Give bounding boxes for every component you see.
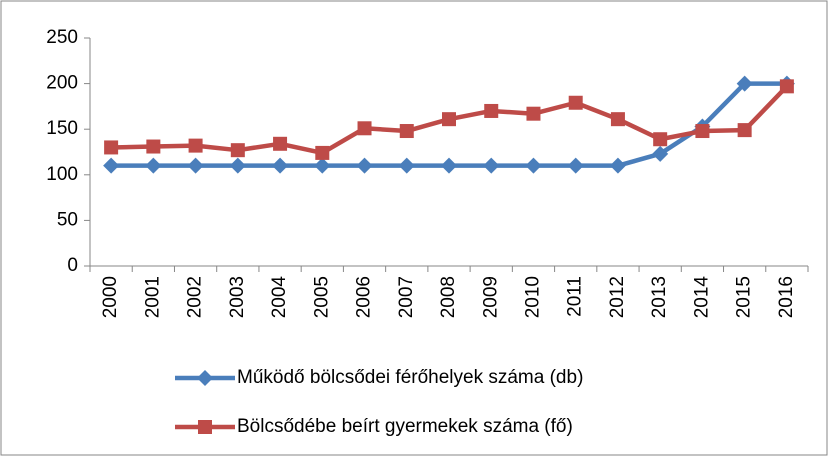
y-tick-label: 200	[46, 73, 78, 94]
data-point	[398, 157, 415, 174]
data-point	[525, 157, 542, 174]
data-point	[145, 157, 162, 174]
x-tick-label: 2014	[691, 276, 712, 319]
x-tick-label: 2001	[142, 276, 163, 318]
data-point	[229, 157, 246, 174]
x-tick-label: 2005	[311, 276, 332, 318]
x-tick-label: 2011	[565, 276, 586, 317]
data-point	[104, 140, 119, 155]
x-tick-label: 2007	[396, 276, 417, 318]
legend-label: Bölcsődébe beírt gyermekek száma (fő)	[237, 416, 573, 437]
data-point	[652, 145, 669, 162]
y-tick-label: 100	[46, 164, 78, 185]
data-point	[526, 106, 541, 121]
x-tick-label: 2016	[776, 276, 797, 318]
data-point	[272, 157, 289, 174]
data-point	[356, 157, 373, 174]
y-tick-label: 50	[57, 209, 78, 230]
x-tick-label: 2003	[227, 276, 248, 318]
data-point	[483, 157, 500, 174]
data-point	[314, 157, 331, 174]
data-point	[357, 121, 372, 136]
x-tick-label: 2009	[480, 276, 501, 318]
data-point	[441, 157, 457, 174]
data-point	[736, 75, 753, 92]
data-point	[187, 157, 204, 174]
x-tick-label: 2010	[522, 276, 543, 318]
data-point	[442, 112, 456, 127]
data-point	[484, 103, 499, 118]
data-point	[610, 112, 625, 127]
data-point	[103, 157, 120, 174]
x-tick-label: 2006	[354, 276, 375, 318]
legend-marker	[197, 370, 213, 386]
y-tick-label: 150	[46, 118, 78, 139]
data-point	[695, 124, 710, 139]
x-tick-label: 2000	[100, 276, 121, 318]
y-tick-label: 250	[46, 27, 78, 48]
y-tick-label: 0	[67, 255, 78, 276]
legend-label: Működő bölcsődei férőhelyek száma (db)	[237, 367, 583, 388]
data-point	[315, 145, 330, 160]
data-point	[779, 79, 794, 94]
data-point	[273, 136, 288, 151]
x-tick-label: 2004	[269, 276, 290, 319]
x-tick-label: 2002	[185, 276, 206, 318]
data-point	[568, 95, 583, 110]
data-point	[146, 139, 161, 154]
data-point	[399, 124, 414, 139]
data-point	[609, 157, 626, 174]
x-tick-label: 2008	[438, 276, 459, 318]
data-point	[230, 143, 245, 158]
x-tick-label: 2013	[649, 276, 670, 318]
x-tick-label: 2012	[607, 276, 628, 318]
x-tick-label: 2015	[734, 276, 755, 318]
data-point	[188, 138, 203, 153]
data-point	[737, 123, 752, 138]
legend-marker	[198, 420, 212, 434]
data-point	[653, 132, 668, 147]
data-point	[567, 157, 584, 174]
